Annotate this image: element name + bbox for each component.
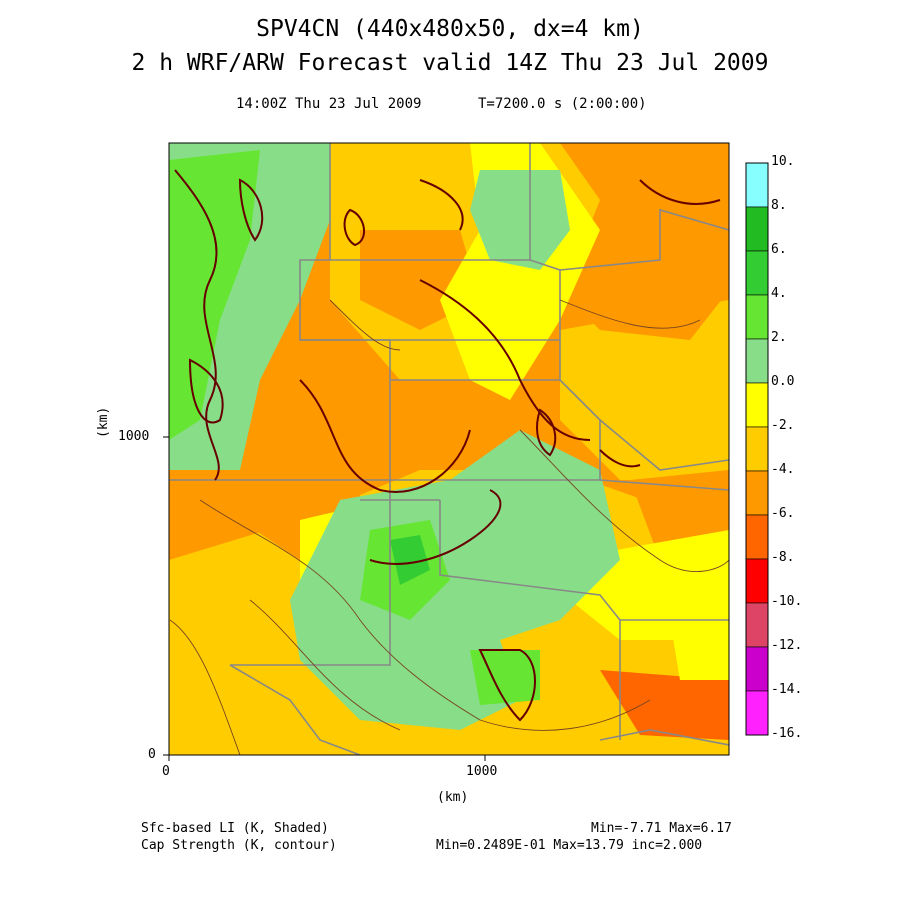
contour-thick-1 xyxy=(174,169,220,481)
contour-thick-6 xyxy=(369,489,502,565)
li-region-east xyxy=(560,300,729,480)
colorbar-swatch xyxy=(745,250,769,296)
colorbar-swatch xyxy=(745,338,769,384)
contour-thick-10 xyxy=(599,449,641,468)
contour-thin-1 xyxy=(199,499,651,731)
colorbar-swatch xyxy=(745,514,769,560)
colorbar-swatch xyxy=(745,206,769,252)
subtitle-valid-time: 14:00Z Thu 23 Jul 2009 xyxy=(236,96,422,112)
colorbar-frame xyxy=(745,162,769,736)
contour-thick-2 xyxy=(238,178,264,242)
contour-thick-9 xyxy=(536,408,557,457)
contour-thin-5 xyxy=(169,619,241,755)
axis-ticks xyxy=(163,436,486,761)
colorbar-swatch xyxy=(745,602,769,648)
contour-thin-4 xyxy=(559,299,701,329)
contour-thin-3 xyxy=(519,429,729,572)
contour-thick-8 xyxy=(639,179,721,205)
colorbar-swatch xyxy=(745,558,769,604)
title-line-1: SPV4CN (440x480x50, dx=4 km) xyxy=(256,16,644,42)
subtitle-elapsed-time: T=7200.0 s (2:00:00) xyxy=(478,96,647,112)
boundary-red-river xyxy=(439,500,621,740)
colorbar-swatch xyxy=(745,470,769,516)
contour-thick-5 xyxy=(419,279,591,441)
colorbar-swatch xyxy=(745,426,769,472)
x-axis-label: (km) xyxy=(437,790,469,805)
contour-thin-2 xyxy=(249,599,401,731)
colorbar-tick-label: -8. xyxy=(771,550,795,565)
colorbar-swatch xyxy=(745,382,769,428)
boundary-central xyxy=(300,339,601,481)
li-brightgreen-northwest xyxy=(169,150,260,440)
colorbar-swatch xyxy=(745,690,769,736)
colorbar-tick-label: -6. xyxy=(771,506,795,521)
boundary-mo-ar xyxy=(599,419,729,471)
contour-thick-3 xyxy=(343,208,365,247)
colorbar-swatch xyxy=(745,294,769,340)
map-frame xyxy=(168,142,730,756)
contour-thick-11 xyxy=(188,358,224,424)
colorbar-swatches xyxy=(745,162,769,736)
x-tick-label-0: 0 xyxy=(162,764,170,779)
y-axis-label: (km) xyxy=(96,406,111,438)
colorbar-tick-label: 4. xyxy=(771,286,787,301)
li-green-central xyxy=(290,430,620,730)
y-tick-label-0: 0 xyxy=(148,747,156,762)
boundary-northeast xyxy=(559,208,729,271)
title-line-2: 2 h WRF/ARW Forecast valid 14Z Thu 23 Ju… xyxy=(131,50,769,76)
field-description-contour: Cap Strength (K, contour) xyxy=(141,838,337,853)
coastline xyxy=(599,729,729,746)
colorbar-tick-label: 0.0 xyxy=(771,374,795,389)
li-max-green-core xyxy=(390,535,430,585)
contour-thick-7 xyxy=(478,649,536,722)
li-brightgreen-south xyxy=(470,650,540,705)
colorbar-tick-label: 10. xyxy=(771,154,795,169)
colorbar-tick-label: -14. xyxy=(771,682,803,697)
li-pocket-2 xyxy=(560,230,729,340)
colorbar-tick-label: 8. xyxy=(771,198,787,213)
colorbar-tick-label: -10. xyxy=(771,594,803,609)
contour-stats: Min=0.2489E-01 Max=13.79 inc=2.000 xyxy=(436,838,703,853)
colorbar-tick-label: -12. xyxy=(771,638,803,653)
colorbar xyxy=(745,162,769,736)
state-boundaries xyxy=(169,143,729,755)
shaded-stats: Min=-7.71 Max=6.17 xyxy=(591,821,732,836)
field-description-shaded: Sfc-based LI (K, Shaded) xyxy=(141,821,329,836)
boundary-mexico xyxy=(229,664,361,755)
colorbar-tick-label: 2. xyxy=(771,330,787,345)
colorbar-tick-label: -16. xyxy=(771,726,803,741)
colorbar-tick-label: -2. xyxy=(771,418,795,433)
colorbar-swatch xyxy=(745,646,769,692)
boundary-southwest xyxy=(230,480,391,666)
cap-strength-thin-contours xyxy=(169,299,729,755)
colorbar-tick-label: -4. xyxy=(771,462,795,477)
x-tick-label-1000: 1000 xyxy=(466,764,498,779)
colorbar-swatch xyxy=(745,162,769,208)
boundary-east xyxy=(599,479,729,491)
li-pocket-gulf xyxy=(600,670,729,740)
li-green-north xyxy=(470,170,570,270)
colorbar-tick-label: 6. xyxy=(771,242,787,257)
cap-strength-contours xyxy=(174,169,721,722)
contour-thick-4 xyxy=(299,379,471,493)
contour-thin-6 xyxy=(329,299,401,351)
y-tick-label-1000: 1000 xyxy=(118,429,150,444)
contour-thick-12 xyxy=(419,179,464,231)
